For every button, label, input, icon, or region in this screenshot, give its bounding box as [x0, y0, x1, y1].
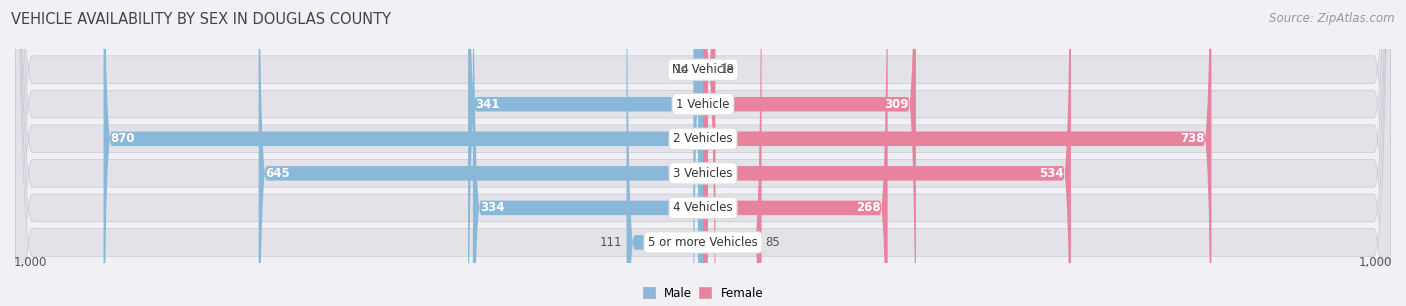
Text: 870: 870	[111, 132, 135, 145]
FancyBboxPatch shape	[703, 0, 915, 306]
FancyBboxPatch shape	[15, 0, 1391, 306]
Text: 534: 534	[1039, 167, 1064, 180]
Text: 111: 111	[600, 236, 623, 249]
Text: VEHICLE AVAILABILITY BY SEX IN DOUGLAS COUNTY: VEHICLE AVAILABILITY BY SEX IN DOUGLAS C…	[11, 12, 391, 27]
Legend: Male, Female: Male, Female	[638, 282, 768, 304]
Text: 85: 85	[766, 236, 780, 249]
Text: 334: 334	[479, 201, 505, 215]
Text: 1,000: 1,000	[14, 256, 48, 269]
FancyBboxPatch shape	[627, 0, 703, 306]
FancyBboxPatch shape	[259, 0, 703, 306]
Text: 645: 645	[266, 167, 290, 180]
FancyBboxPatch shape	[703, 0, 1212, 306]
Text: No Vehicle: No Vehicle	[672, 63, 734, 76]
FancyBboxPatch shape	[693, 0, 703, 306]
Text: 18: 18	[720, 63, 734, 76]
FancyBboxPatch shape	[703, 0, 762, 306]
FancyBboxPatch shape	[703, 0, 1071, 306]
Text: 1 Vehicle: 1 Vehicle	[676, 98, 730, 111]
FancyBboxPatch shape	[703, 0, 887, 306]
FancyBboxPatch shape	[468, 0, 703, 306]
FancyBboxPatch shape	[15, 0, 1391, 306]
Text: 5 or more Vehicles: 5 or more Vehicles	[648, 236, 758, 249]
FancyBboxPatch shape	[472, 0, 703, 306]
Text: 341: 341	[475, 98, 499, 111]
FancyBboxPatch shape	[104, 0, 703, 306]
FancyBboxPatch shape	[15, 0, 1391, 306]
Text: Source: ZipAtlas.com: Source: ZipAtlas.com	[1270, 12, 1395, 25]
Text: 2 Vehicles: 2 Vehicles	[673, 132, 733, 145]
Text: 3 Vehicles: 3 Vehicles	[673, 167, 733, 180]
Text: 268: 268	[856, 201, 880, 215]
FancyBboxPatch shape	[15, 0, 1391, 306]
FancyBboxPatch shape	[15, 0, 1391, 306]
Text: 738: 738	[1180, 132, 1205, 145]
Text: 4 Vehicles: 4 Vehicles	[673, 201, 733, 215]
Text: 1,000: 1,000	[1358, 256, 1392, 269]
Text: 309: 309	[884, 98, 910, 111]
Text: 14: 14	[675, 63, 689, 76]
FancyBboxPatch shape	[15, 0, 1391, 306]
FancyBboxPatch shape	[703, 0, 716, 306]
